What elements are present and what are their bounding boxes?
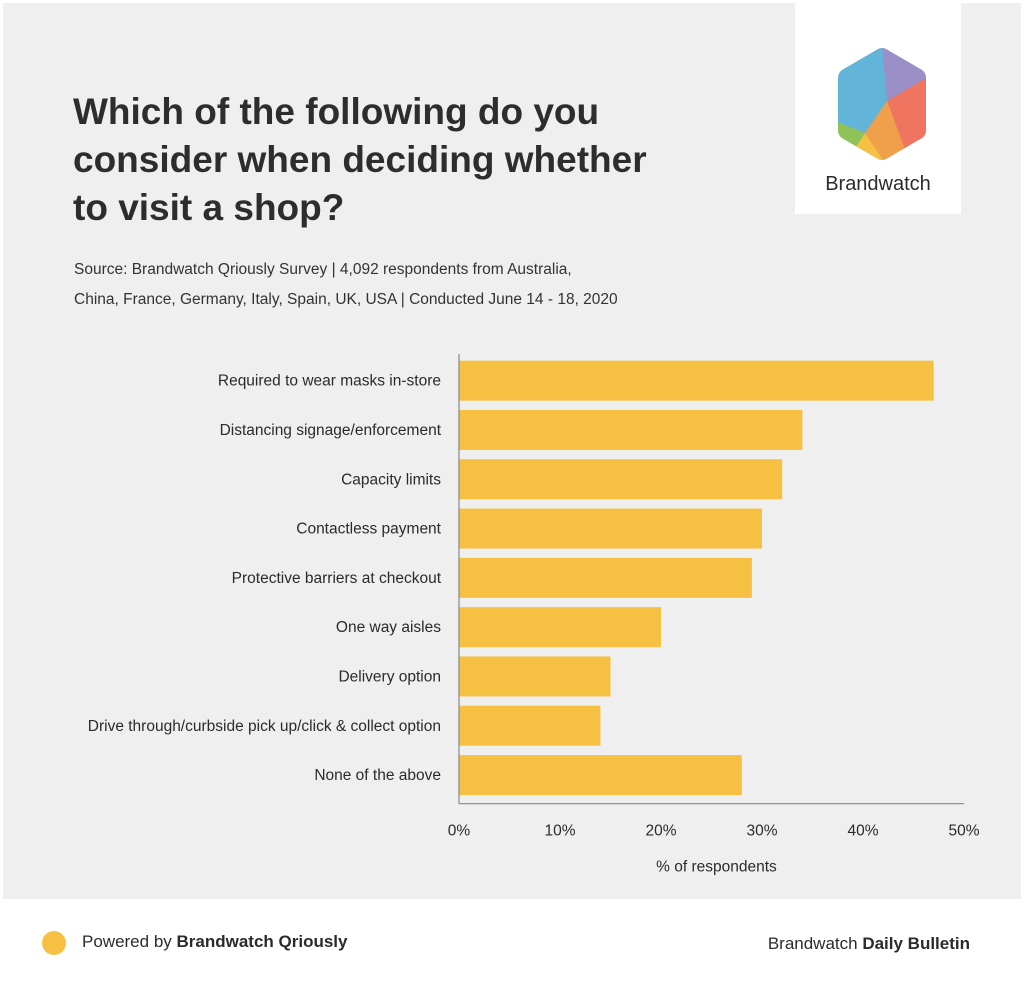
x-tick-label: 0%: [448, 823, 471, 840]
chart-title: Which of the following do you consider w…: [73, 88, 753, 232]
x-tick-label: 20%: [645, 823, 676, 840]
source-line-1: Source: Brandwatch Qriously Survey | 4,0…: [74, 261, 572, 278]
category-label: Delivery option: [338, 668, 441, 685]
publication-credit: Brandwatch Daily Bulletin: [768, 934, 970, 954]
category-label: One way aisles: [336, 619, 441, 636]
source-note: Source: Brandwatch Qriously Survey | 4,0…: [74, 255, 714, 315]
title-line-2: consider when deciding whether: [73, 139, 647, 180]
hexagon-logo-icon: [838, 48, 926, 160]
category-label: Capacity limits: [341, 471, 441, 488]
bar: [459, 557, 752, 598]
bar: [459, 459, 783, 500]
category-label: Contactless payment: [296, 521, 441, 538]
bar: [459, 508, 762, 549]
x-axis-label: % of respondents: [656, 859, 777, 876]
source-line-2: China, France, Germany, Italy, Spain, UK…: [74, 291, 618, 308]
brand-wordmark: Brandwatch: [825, 173, 931, 195]
publication-name: Daily Bulletin: [862, 934, 970, 953]
powered-by-brand: Brandwatch Qriously: [176, 932, 348, 951]
footer-dot-icon: [42, 931, 66, 955]
category-label: Drive through/curbside pick up/click & c…: [88, 718, 441, 735]
bar: [459, 705, 601, 746]
x-tick-label: 30%: [746, 823, 777, 840]
powered-by-prefix: Powered by: [82, 932, 177, 951]
bar: [459, 409, 803, 450]
powered-by-credit: Powered by Brandwatch Qriously: [82, 932, 347, 952]
x-tick-label: 10%: [544, 823, 575, 840]
bar: [459, 360, 934, 401]
brand-logo: Brandwatch: [795, 3, 961, 214]
category-label: Distancing signage/enforcement: [220, 422, 442, 439]
bar: [459, 656, 611, 697]
category-label: Protective barriers at checkout: [232, 570, 442, 587]
title-line-1: Which of the following do you: [73, 91, 600, 132]
bar-chart: Required to wear masks in-store Distancin…: [88, 354, 980, 876]
category-label: None of the above: [314, 767, 441, 784]
title-line-3: to visit a shop?: [73, 187, 345, 228]
x-tick-label: 40%: [847, 823, 878, 840]
bar: [459, 607, 661, 648]
x-tick-label: 50%: [948, 823, 979, 840]
bar: [459, 755, 742, 796]
category-label: Required to wear masks in-store: [218, 373, 441, 390]
publication-prefix: Brandwatch: [767, 934, 863, 953]
